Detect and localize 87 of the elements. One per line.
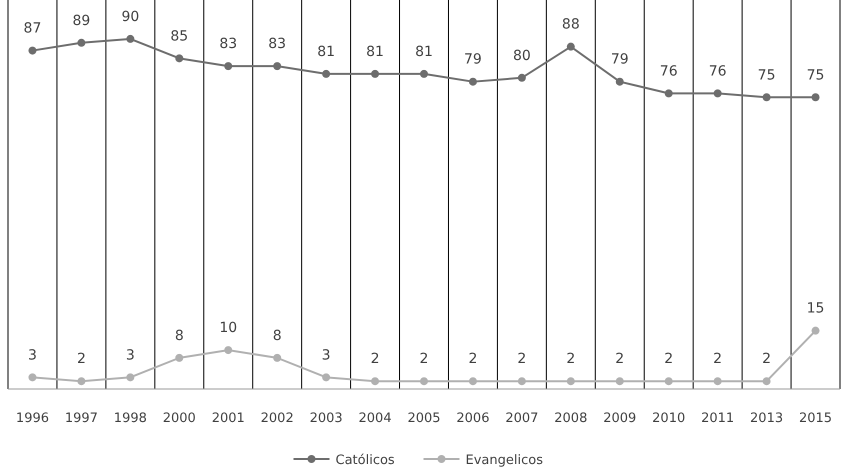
x-tick-label: 2008 [554,411,588,426]
x-tick-label: 1996 [16,411,50,426]
point [468,78,477,86]
point [762,377,771,386]
data-label: 3 [28,347,37,364]
point [77,377,86,386]
data-label: 81 [366,44,384,60]
point [518,377,526,386]
data-label: 81 [317,44,336,60]
data-label: 90 [121,8,140,25]
data-label: 83 [219,36,238,52]
point [77,38,86,47]
x-tick-label: 2000 [162,411,196,426]
x-tick-label: 1997 [64,411,98,426]
x-tick-label: 2003 [310,411,343,426]
point [371,377,380,386]
data-label: 2 [370,351,380,368]
data-label: 88 [562,16,580,33]
x-tick-label: 2004 [358,411,392,426]
data-label: 81 [415,44,433,60]
x-tick-label: 2015 [798,411,832,426]
point [126,373,134,382]
x-tick-label: 2007 [505,411,538,426]
data-label: 8 [174,328,184,344]
data-label: 79 [464,52,482,68]
data-label: 80 [512,48,531,64]
point [714,89,722,98]
x-tick-label: 2002 [260,411,294,426]
data-label: 87 [24,20,42,37]
data-label: 76 [660,63,678,80]
point [224,62,232,70]
point [322,373,330,382]
point [420,377,428,386]
data-label: 2 [615,351,624,368]
data-label: 2 [468,351,478,368]
point [224,346,232,354]
point [175,354,184,362]
x-tick-label: 2001 [212,411,245,426]
data-label: 83 [268,36,286,52]
point [273,62,282,70]
legend-label: Evangelicos [466,453,544,468]
data-label: 2 [713,351,722,368]
data-label: 2 [76,351,86,368]
data-label: 79 [610,52,629,68]
point [371,70,380,78]
data-label: 8 [272,328,282,344]
data-label: 2 [517,351,526,368]
point [273,354,282,362]
data-label: 2 [420,351,428,368]
point [420,70,428,78]
point [28,46,36,55]
x-tick-label: 2009 [603,411,636,426]
point [616,78,624,86]
point [714,377,722,386]
point [322,70,330,78]
data-label: 75 [758,67,776,84]
data-label: 89 [72,12,90,29]
data-label: 3 [322,347,331,364]
point [664,89,673,98]
x-tick-label: 2011 [701,411,734,426]
data-label: 2 [762,351,772,368]
data-label: 3 [126,347,135,364]
point [518,74,526,82]
data-label: 76 [708,63,727,80]
point [616,377,624,386]
point [812,326,820,335]
data-label: 15 [806,300,824,317]
point [762,93,771,102]
x-tick-label: 2013 [750,411,784,426]
point [664,377,673,386]
x-tick-label: 2006 [456,411,490,426]
point [566,377,575,386]
x-tick-label: 2005 [407,411,441,426]
point [812,93,820,102]
point [175,54,184,62]
legend-label: Católicos [336,453,395,468]
x-tick-label: 2010 [652,411,686,426]
data-label: 10 [219,320,238,336]
data-label: 75 [806,67,824,84]
point [28,373,36,382]
data-label: 85 [170,28,188,44]
x-tick-label: 1998 [114,411,147,426]
data-label: 2 [566,351,576,368]
point [468,377,477,386]
point [126,34,134,43]
data-label: 2 [664,351,674,368]
point [566,42,575,51]
